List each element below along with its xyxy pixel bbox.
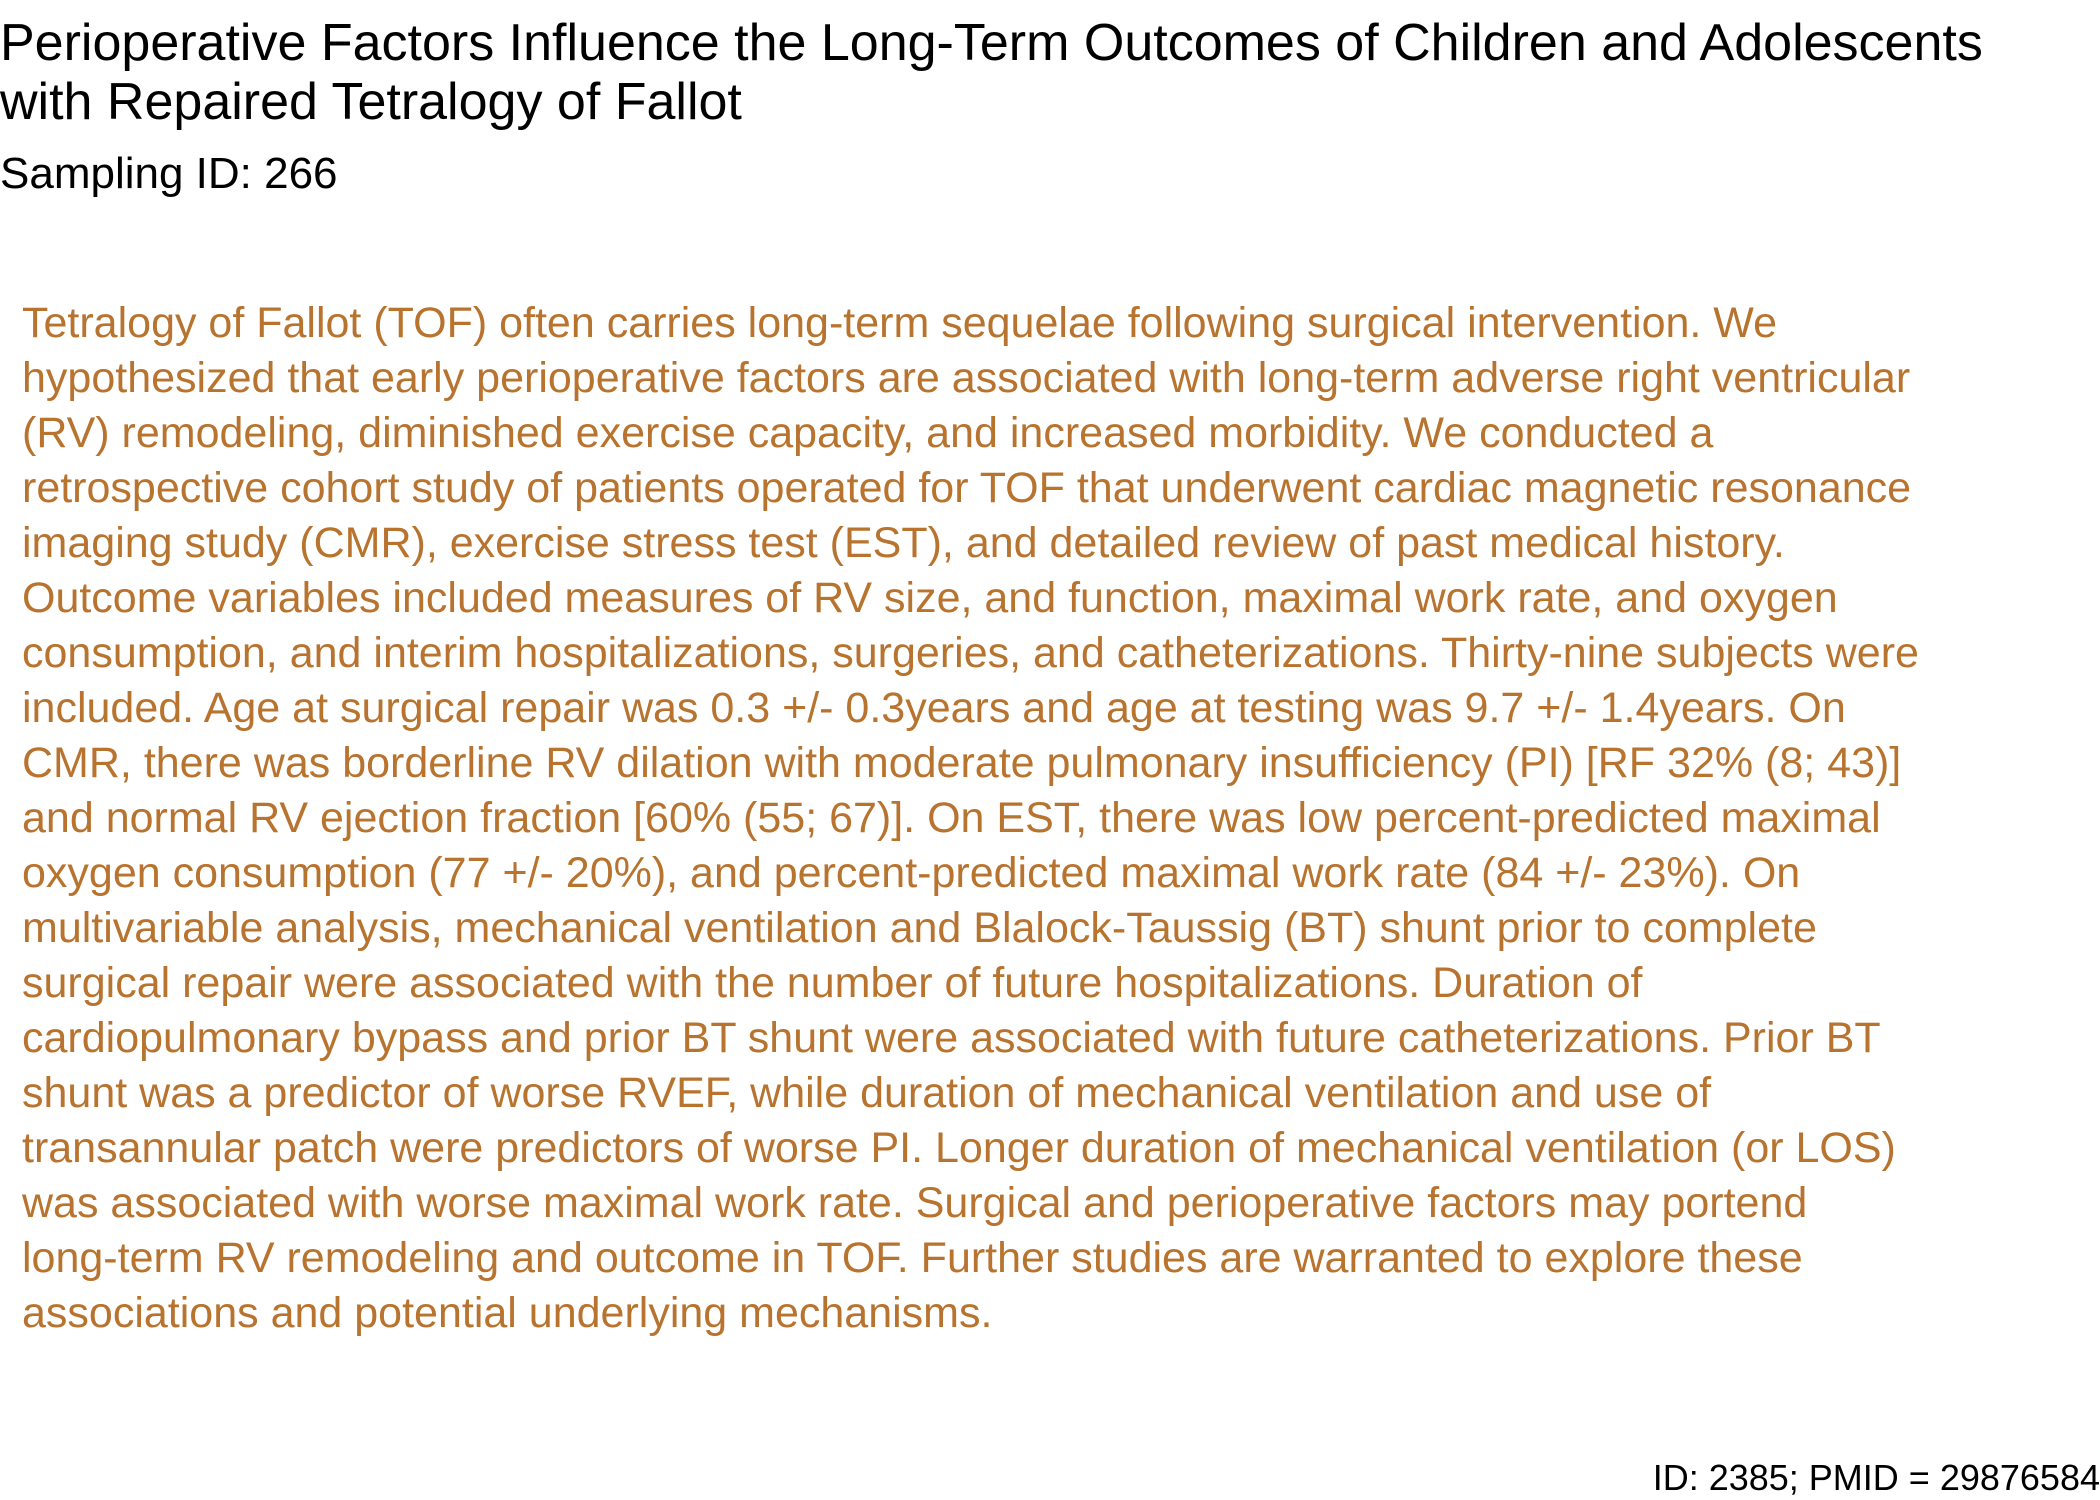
abstract-text: Tetralogy of Fallot (TOF) often carries …	[22, 299, 1919, 1337]
document-title: Perioperative Factors Influence the Long…	[0, 14, 1983, 131]
sampling-id: Sampling ID: 266	[0, 149, 338, 198]
footer-id: ID: 2385; PMID = 29876584	[1652, 1457, 2100, 1498]
